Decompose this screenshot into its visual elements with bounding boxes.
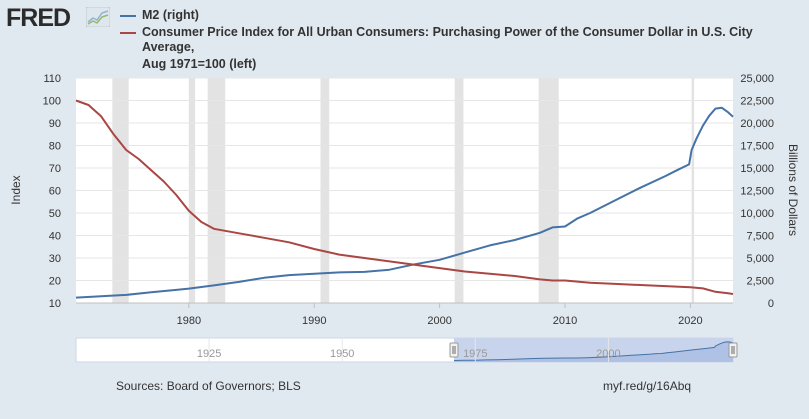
right-tick-label: 0 — [768, 298, 774, 310]
navigator-tick-label: 1950 — [330, 348, 354, 360]
legend-item-cpi[interactable]: Consumer Price Index for All Urban Consu… — [120, 25, 806, 55]
x-tick-label: 2020 — [678, 315, 702, 327]
right-axis-label: Billions of Dollars — [786, 144, 800, 236]
logo-text: FRED — [6, 4, 71, 32]
x-tick-label: 1990 — [302, 315, 326, 327]
x-tick-label: 2000 — [427, 315, 451, 327]
left-tick-label: 80 — [49, 141, 61, 153]
right-tick-label: 7,500 — [746, 231, 774, 243]
series-line-cpi — [75, 99, 734, 295]
right-tick-label: 5,000 — [746, 253, 774, 265]
series-line-m2 — [75, 106, 734, 299]
right-tick-label: 22,500 — [740, 96, 774, 108]
range-navigator[interactable]: 1925 1950 1975 2000 — [75, 337, 738, 363]
right-tick-label: 17,500 — [740, 141, 774, 153]
legend-label-m2: M2 (right) — [142, 8, 199, 22]
x-tick-label: 1980 — [177, 315, 201, 327]
right-tick-label: 15,000 — [740, 163, 774, 175]
left-tick-label: 10 — [49, 298, 61, 310]
x-tick-label: 2010 — [553, 315, 577, 327]
legend-swatch-cpi — [120, 32, 136, 34]
legend-swatch-m2 — [120, 15, 136, 17]
navigator-tick-label: 1975 — [463, 348, 487, 360]
handle-grip[interactable] — [449, 342, 459, 358]
navigator-line — [453, 341, 734, 361]
left-tick-label: 40 — [49, 231, 61, 243]
legend-label-cpi: Consumer Price Index for All Urban Consu… — [142, 25, 753, 54]
left-tick-label: 60 — [49, 186, 61, 198]
left-tick-label: 100 — [43, 96, 61, 108]
right-tick-label: 10,000 — [740, 208, 774, 220]
fred-graph-icon — [86, 7, 110, 27]
navigator-handle-right[interactable] — [728, 342, 738, 358]
short-url-link[interactable]: myf.red/g/16Abq — [603, 379, 692, 393]
left-tick-label: 20 — [49, 276, 61, 288]
right-tick-label: 20,000 — [740, 118, 774, 130]
legend-item-m2[interactable]: M2 (right) — [120, 8, 806, 23]
left-tick-label: 30 — [49, 253, 61, 265]
left-tick-label: 90 — [49, 118, 61, 130]
right-tick-label: 25,000 — [740, 73, 774, 85]
navigator-tick-label: 1925 — [197, 348, 221, 360]
left-tick-label: 70 — [49, 163, 61, 175]
right-tick-label: 12,500 — [740, 186, 774, 198]
legend: M2 (right) Consumer Price Index for All … — [120, 8, 806, 72]
left-tick-label: 110 — [43, 73, 61, 85]
navigator-area — [454, 341, 733, 362]
navigator-handle-left[interactable] — [449, 342, 459, 358]
left-axis-label: Index — [9, 175, 23, 204]
handle-grip[interactable] — [728, 342, 738, 358]
navigator-tick-label: 2000 — [596, 348, 620, 360]
legend-label-cpi-cont: Aug 1971=100 (left) — [142, 57, 257, 71]
right-tick-label: 2,500 — [746, 276, 774, 288]
fred-logo[interactable]: FRED — [6, 4, 112, 32]
source-note: Sources: Board of Governors; BLS — [116, 379, 301, 393]
left-tick-label: 50 — [49, 208, 61, 220]
